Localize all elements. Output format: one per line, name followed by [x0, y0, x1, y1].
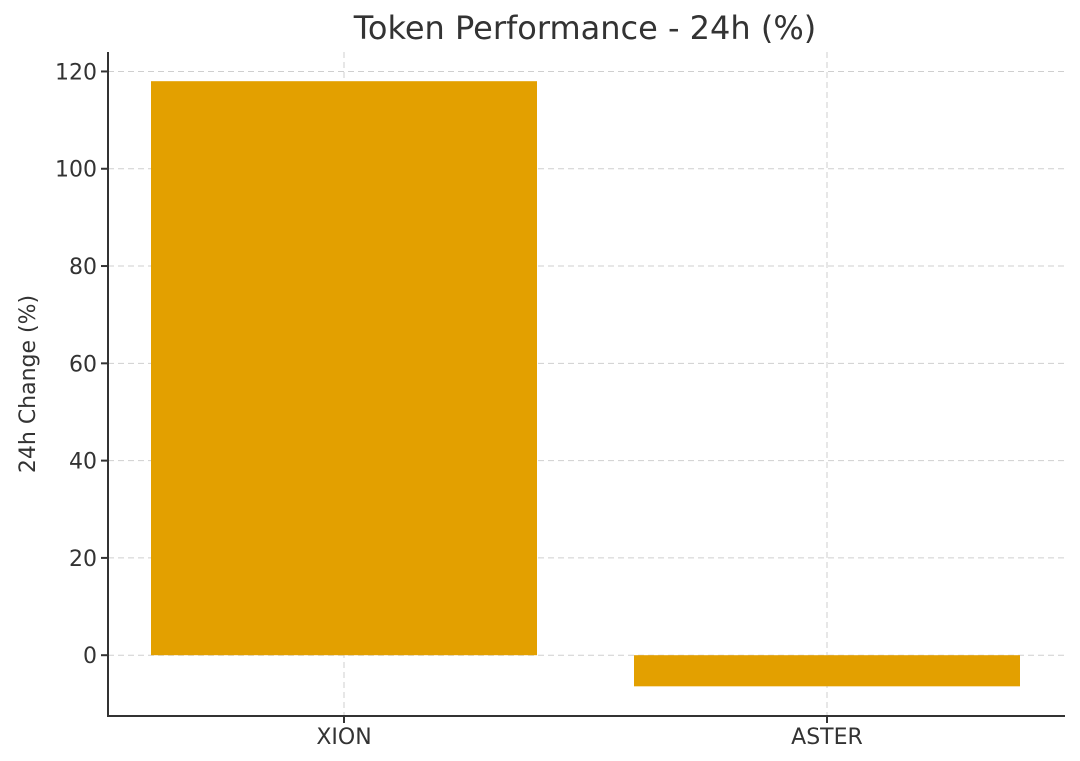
y-tick-label: 100 [55, 158, 97, 183]
y-tick-label: 80 [69, 255, 97, 280]
chart-title: Token Performance - 24h (%) [353, 9, 816, 47]
y-tick-label: 120 [55, 60, 97, 85]
x-ticks: XION ASTER [316, 716, 863, 750]
axes [107, 52, 1065, 717]
y-tick-label: 0 [83, 644, 97, 669]
x-tick-label-xion: XION [316, 725, 371, 750]
y-axis-label: 24h Change (%) [16, 295, 41, 473]
x-tick-label-aster: ASTER [791, 725, 863, 750]
bar-xion [151, 81, 537, 656]
bars [151, 81, 1020, 687]
bar-aster [634, 655, 1020, 687]
y-tick-label: 40 [69, 450, 97, 475]
y-tick-label: 20 [69, 547, 97, 572]
y-tick-label: 60 [69, 352, 97, 377]
y-ticks: 0 20 40 60 80 100 120 [55, 60, 108, 669]
